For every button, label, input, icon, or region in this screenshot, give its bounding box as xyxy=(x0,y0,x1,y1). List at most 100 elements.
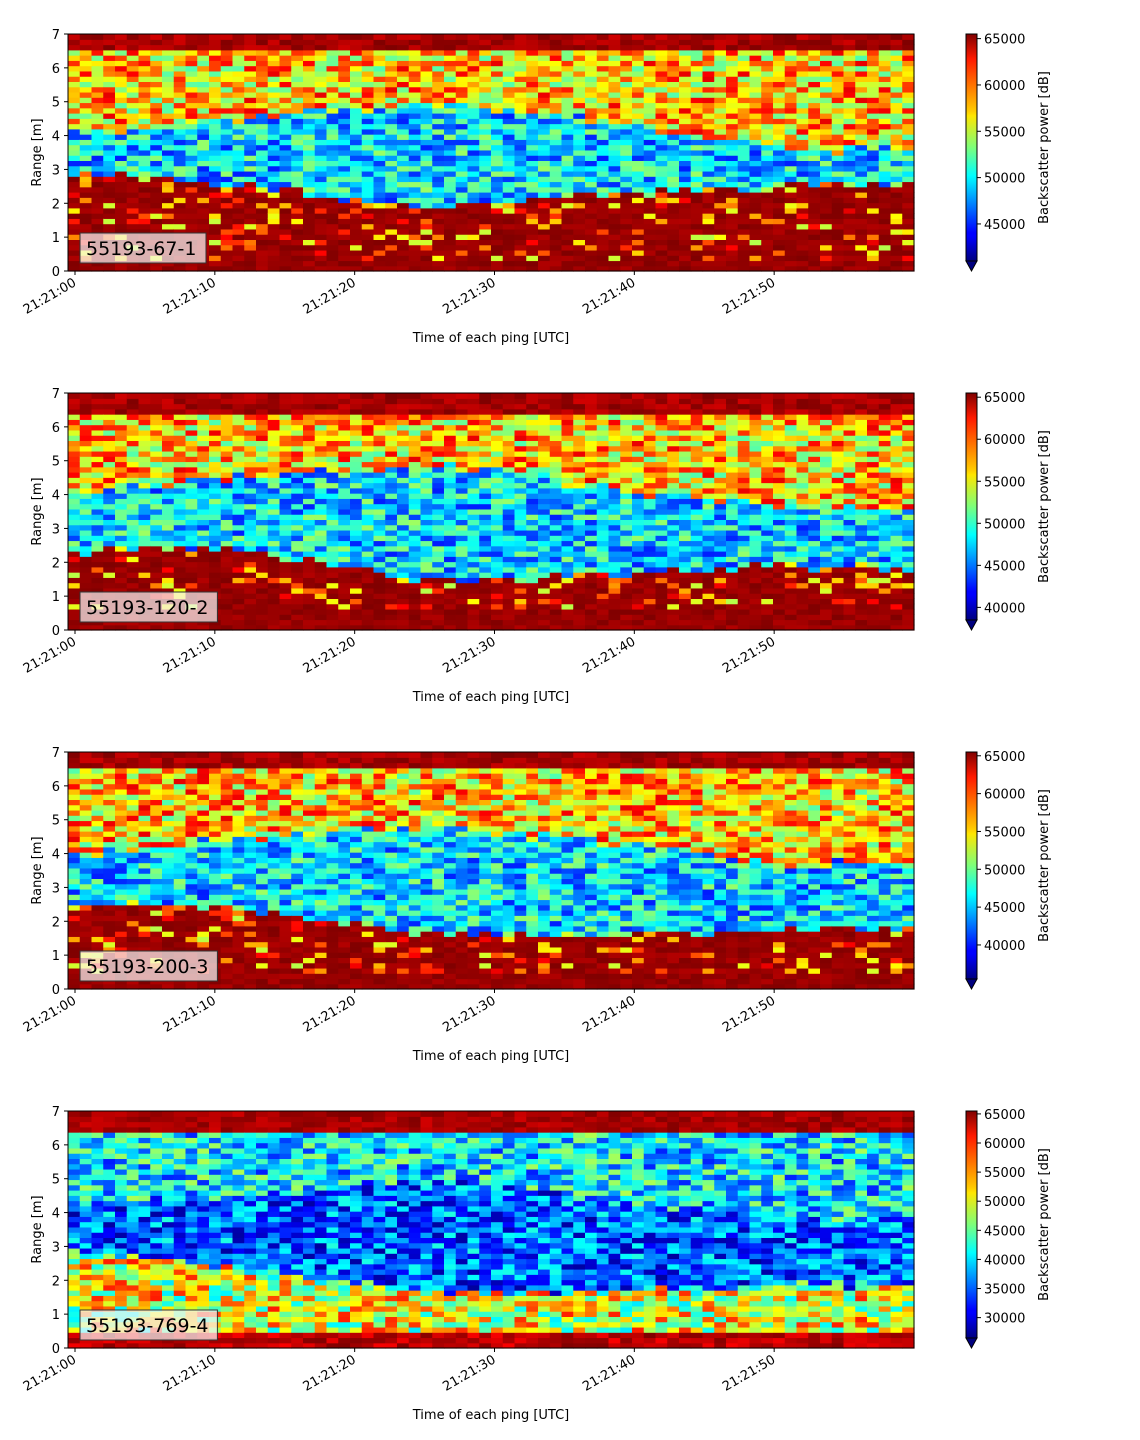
heatmap-cell xyxy=(115,118,127,124)
heatmap-cell xyxy=(139,472,151,478)
heatmap-cell xyxy=(92,519,104,525)
heatmap-cell xyxy=(127,150,139,156)
heatmap-cell xyxy=(726,92,738,98)
heatmap-cell xyxy=(362,551,374,557)
heatmap-cell xyxy=(585,34,597,40)
heatmap-cell xyxy=(432,203,444,209)
heatmap-cell xyxy=(879,229,891,235)
heatmap-cell xyxy=(550,187,562,193)
heatmap-cell xyxy=(667,160,679,166)
heatmap-cell xyxy=(374,435,386,441)
heatmap-cell xyxy=(891,60,903,66)
heatmap-cell xyxy=(327,398,339,404)
heatmap-cell xyxy=(820,234,832,240)
heatmap-cell xyxy=(338,467,350,473)
heatmap-cell xyxy=(315,467,327,473)
heatmap-cell xyxy=(139,409,151,415)
heatmap-cell xyxy=(515,134,527,140)
heatmap-cell xyxy=(221,540,233,546)
heatmap-cell xyxy=(362,583,374,589)
heatmap-cell xyxy=(150,197,162,203)
heatmap-cell xyxy=(620,255,632,261)
heatmap-cell xyxy=(855,250,867,256)
heatmap-cell xyxy=(327,208,339,214)
heatmap-cell xyxy=(409,255,421,261)
heatmap-cell xyxy=(609,197,621,203)
heatmap-cell xyxy=(280,598,292,604)
heatmap-cell xyxy=(338,409,350,415)
heatmap-cell xyxy=(479,398,491,404)
heatmap-cell xyxy=(174,197,186,203)
heatmap-cell xyxy=(350,556,362,562)
heatmap-cell xyxy=(503,419,515,425)
heatmap-cell xyxy=(409,567,421,573)
heatmap-cell xyxy=(538,92,550,98)
heatmap-cell xyxy=(867,97,879,103)
heatmap-cell xyxy=(115,129,127,135)
heatmap-cell xyxy=(362,393,374,399)
heatmap-cell xyxy=(456,477,468,483)
heatmap-cell xyxy=(785,129,797,135)
heatmap-cell xyxy=(256,398,268,404)
heatmap-cell xyxy=(186,60,198,66)
heatmap-cell xyxy=(374,160,386,166)
heatmap-cell xyxy=(127,213,139,219)
heatmap-cell xyxy=(268,598,280,604)
heatmap-cell xyxy=(738,66,750,72)
heatmap-cell xyxy=(150,139,162,145)
heatmap-cell xyxy=(115,409,127,415)
heatmap-cell xyxy=(139,435,151,441)
heatmap-cell xyxy=(327,139,339,145)
heatmap-cell xyxy=(221,461,233,467)
heatmap-cell xyxy=(609,66,621,72)
heatmap-cell xyxy=(656,129,668,135)
heatmap-cell xyxy=(327,440,339,446)
y-tick-label: 1 xyxy=(52,231,60,246)
heatmap-cell xyxy=(92,181,104,187)
heatmap-cell xyxy=(197,525,209,531)
heatmap-cell xyxy=(421,66,433,72)
heatmap-cell xyxy=(432,76,444,82)
heatmap-cell xyxy=(444,498,456,504)
heatmap-cell xyxy=(221,87,233,93)
heatmap-cell xyxy=(80,509,92,515)
heatmap-cell xyxy=(338,97,350,103)
heatmap-cell xyxy=(632,92,644,98)
heatmap-cell xyxy=(362,614,374,620)
heatmap-cell xyxy=(374,97,386,103)
heatmap-cell xyxy=(761,87,773,93)
heatmap-cell xyxy=(127,419,139,425)
heatmap-cell xyxy=(597,124,609,130)
heatmap-cell xyxy=(197,192,209,198)
heatmap-cell xyxy=(92,129,104,135)
heatmap-cell xyxy=(268,50,280,56)
heatmap-cell xyxy=(397,139,409,145)
heatmap-cell xyxy=(327,234,339,240)
heatmap-cell xyxy=(221,250,233,256)
heatmap-cell xyxy=(644,213,656,219)
heatmap-cell xyxy=(550,213,562,219)
heatmap-cell xyxy=(444,260,456,266)
heatmap-cell xyxy=(726,260,738,266)
heatmap-cell xyxy=(679,92,691,98)
heatmap-cell xyxy=(291,514,303,520)
heatmap-cell xyxy=(550,197,562,203)
heatmap-cell xyxy=(291,176,303,182)
heatmap-cell xyxy=(679,39,691,45)
heatmap-cell xyxy=(820,60,832,66)
heatmap-cell xyxy=(761,260,773,266)
heatmap-cell xyxy=(374,562,386,568)
heatmap-cell xyxy=(291,166,303,172)
heatmap-cell xyxy=(562,45,574,51)
heatmap-cell xyxy=(644,208,656,214)
heatmap-cell xyxy=(773,118,785,124)
heatmap-cell xyxy=(397,540,409,546)
heatmap-cell xyxy=(550,250,562,256)
heatmap-cell xyxy=(444,577,456,583)
heatmap-cell xyxy=(162,519,174,525)
heatmap-cell xyxy=(855,92,867,98)
heatmap-cell xyxy=(785,71,797,77)
heatmap-cell xyxy=(503,604,515,610)
heatmap-cell xyxy=(750,118,762,124)
heatmap-cell xyxy=(679,139,691,145)
